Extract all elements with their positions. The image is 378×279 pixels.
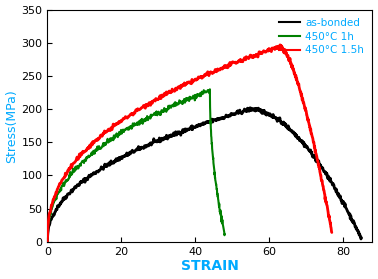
X-axis label: STRAIN: STRAIN bbox=[181, 259, 239, 273]
Y-axis label: Stress(MPa): Stress(MPa) bbox=[6, 89, 19, 163]
Legend: as-bonded, 450°C 1h, 450°C 1.5h: as-bonded, 450°C 1h, 450°C 1.5h bbox=[276, 15, 367, 58]
